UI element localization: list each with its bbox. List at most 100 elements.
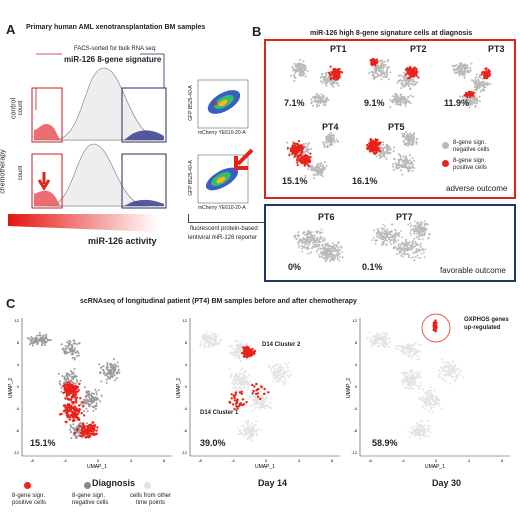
red-arrow-diagonal: [234, 148, 254, 170]
x-tick-label: -4: [401, 458, 405, 463]
pt2-label: PT2: [410, 44, 427, 54]
y-tick-label: 8: [355, 340, 358, 345]
y-tick-label: 0: [17, 384, 20, 389]
panel-b-letter: B: [252, 24, 262, 39]
pt5-pct: 16.1%: [352, 176, 378, 186]
pt4-pct: 15.1%: [282, 176, 308, 186]
day14-cluster2-cells: [241, 345, 257, 359]
x-tick-label: 0: [265, 458, 268, 463]
day14-pct: 39.0%: [200, 438, 226, 448]
legend-negative-line2: negative cells: [453, 147, 490, 153]
histogram-control: [31, 67, 167, 143]
legend-c-negative-line1: 8-gene sign.: [72, 493, 106, 499]
scatter-x-label-bottom: mCherry YE610-20-A: [198, 205, 246, 211]
favorable-outcome-label: favorable outcome: [440, 266, 506, 275]
panel-a-title: Primary human AML xenotransplantation BM…: [26, 24, 206, 31]
y-tick-label: -12: [351, 450, 358, 455]
panel-b-title: miR-126 high 8-gene signature cells at d…: [310, 30, 473, 37]
pt4-label: PT4: [322, 122, 339, 132]
reporter-line-2: lentiviral miR-126 reporter: [188, 235, 258, 241]
umap-x-axis-label: UMAP_1: [425, 464, 445, 470]
x-tick-label: -4: [231, 458, 235, 463]
x-tick-label: -8: [30, 458, 34, 463]
x-tick-label: 8: [163, 458, 166, 463]
histogram-area: [31, 53, 167, 209]
x-tick-label: -8: [198, 458, 202, 463]
d14-cluster-2-label: D14 Cluster 2: [262, 342, 301, 348]
pt2-pct: 9.1%: [364, 98, 385, 108]
x-tick-label: 4: [298, 458, 301, 463]
day30-pct: 58.9%: [372, 438, 398, 448]
x-tick-label: 4: [130, 458, 133, 463]
x-tick-label: 8: [501, 458, 504, 463]
pt3-label: PT3: [488, 44, 505, 54]
y-tick-label: 12: [183, 318, 188, 323]
activity-label: miR-126 activity: [88, 236, 157, 246]
legend-c-negative-dot: [84, 482, 91, 489]
oxphos-highlight-circle: [421, 313, 451, 343]
y-tick-label: -12: [181, 450, 188, 455]
y-tick-label: 4: [355, 362, 358, 367]
y-tick-label: -4: [183, 406, 187, 411]
legend-c-other-dot: [144, 482, 151, 489]
panel-a-letter: A: [6, 22, 16, 37]
umap-x-axis-label: UMAP_1: [87, 464, 107, 470]
facs-line-1: FACS-sorted for bulk RNA seq:: [74, 46, 157, 52]
day14-cluster1-cells: [228, 382, 270, 411]
y-tick-label: -8: [353, 428, 357, 433]
legend-c-positive-line2: positive cells: [12, 500, 47, 506]
x-tick-label: -8: [368, 458, 372, 463]
pt1-label: PT1: [330, 44, 347, 54]
legend-positive-dot: [442, 160, 449, 167]
pt3-pct: 11.9%: [444, 98, 470, 108]
oxphos-line-1: OXPHOS genes: [464, 317, 509, 323]
legend-c-other-line2: time points: [136, 500, 166, 506]
reporter-bracket: [188, 214, 266, 223]
day14-label: Day 14: [258, 478, 288, 488]
diagnosis-positive-cells: [58, 381, 99, 439]
y-tick-label: -8: [15, 428, 19, 433]
legend-negative-line1: 8-gene sign.: [453, 140, 487, 146]
scatter-y-label-top: GFP B525-40-A: [188, 85, 194, 121]
activity-gradient: [8, 214, 158, 232]
day30-axes: 12 8 4 0 -4 -8 -12 -8 -4 0 4 8 UMAP_1 UMAP_2: [346, 318, 510, 470]
x-tick-label: 4: [468, 458, 471, 463]
y-tick-label: -8: [183, 428, 187, 433]
pt7-pct: 0.1%: [362, 262, 383, 272]
diagnosis-pct: 15.1%: [30, 438, 56, 448]
day30-other-cells: [366, 331, 465, 440]
legend-c-other-line1: cells from other: [130, 493, 172, 499]
histogram-chemo: [31, 143, 167, 209]
y-tick-label: 12: [353, 318, 358, 323]
y-tick-label: -4: [15, 406, 19, 411]
oxphos-line-2: up-regulated: [464, 325, 501, 331]
y-tick-label: 0: [355, 384, 358, 389]
x-tick-label: 0: [435, 458, 438, 463]
y-tick-label: 8: [185, 340, 188, 345]
scatter-y-label-bottom: GFP B525-40-A: [188, 160, 194, 196]
legend-c-positive-line1: 8-gene sign.: [12, 493, 46, 499]
y-tick-label: -12: [13, 450, 20, 455]
row-label-chemotherapy: chemotherapy: [0, 149, 7, 194]
legend-positive-line1: 8-gene sign.: [453, 158, 487, 164]
y-tick-label: 0: [185, 384, 188, 389]
x-tick-label: 0: [97, 458, 100, 463]
pt7-label: PT7: [396, 212, 413, 222]
scatter-x-label-top: mCherry YE610-20-A: [198, 130, 246, 136]
reporter-line-1: fluorescent protein-based: [190, 226, 258, 232]
umap-x-axis-label: UMAP_1: [255, 464, 275, 470]
panel-c-letter: C: [6, 296, 16, 311]
y-tick-label: 12: [15, 318, 20, 323]
day30-positive-cells: [432, 319, 438, 333]
umap-y-axis-label: UMAP_2: [176, 378, 182, 398]
x-tick-label: 8: [331, 458, 334, 463]
legend-c-negative-line2: negative cells: [72, 500, 109, 506]
y-tick-label: 8: [17, 340, 20, 345]
legend-negative-dot: [442, 142, 449, 149]
legend-positive-line2: positive cells: [453, 165, 488, 171]
d14-cluster-1-label: D14 Cluster 1: [200, 410, 239, 416]
y-tick-label: 4: [17, 362, 20, 367]
flow-scatter-control: [197, 79, 249, 129]
adverse-outcome-box: [264, 39, 516, 199]
pt5-label: PT5: [388, 122, 405, 132]
